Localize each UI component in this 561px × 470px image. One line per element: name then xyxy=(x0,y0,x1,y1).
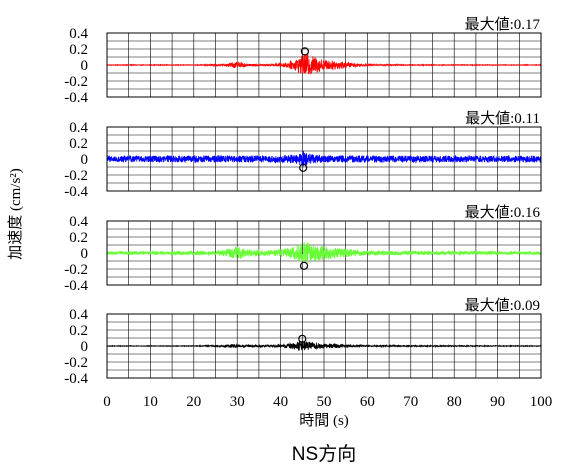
max-value-label: 最大値:0.17 xyxy=(465,16,541,33)
max-value-label: 最大値:0.16 xyxy=(465,204,541,221)
waveform-series xyxy=(106,340,542,351)
y-tick-label: -0.4 xyxy=(64,278,88,294)
plot-frame xyxy=(106,313,542,379)
y-tick-label: -0.2 xyxy=(64,168,88,184)
y-tick-label: 0 xyxy=(81,246,89,262)
plot-frame xyxy=(106,220,542,286)
max-value-label: 最大値:0.11 xyxy=(465,110,540,127)
plot-frame xyxy=(106,126,542,192)
y-tick-label: 0.2 xyxy=(69,42,88,58)
y-tick-label: -0.2 xyxy=(64,355,88,371)
y-tick-label: 0.4 xyxy=(69,307,88,323)
y-tick-label: 0 xyxy=(81,58,89,74)
y-tick-label: 0.4 xyxy=(69,26,88,42)
x-tick-label: 80 xyxy=(447,394,462,410)
y-tick-label: 0.2 xyxy=(69,323,88,339)
panel-3: 0.40.20-0.2-0.4 最大値:0.16 xyxy=(64,204,542,294)
panel-4: 0.40.20-0.2-0.4 最大値:0.09 xyxy=(64,297,542,387)
y-tick-label: -0.2 xyxy=(64,262,88,278)
x-tick-label: 100 xyxy=(530,394,553,410)
x-axis-label: 時間 (s) xyxy=(299,412,349,429)
x-tick-labels: 0 10 20 30 40 50 60 70 80 90 100 xyxy=(103,394,552,410)
waveform-series xyxy=(106,242,542,264)
y-tick-label: 0.2 xyxy=(69,230,88,246)
y-tick-label: 0 xyxy=(81,152,89,168)
x-tick-label: 40 xyxy=(273,394,288,410)
y-axis-label: 加速度 (cm/s²) xyxy=(7,168,24,260)
max-marker xyxy=(299,261,309,270)
y-tick-label: -0.4 xyxy=(64,371,88,387)
x-tick-label: 0 xyxy=(103,394,111,410)
x-tick-label: 90 xyxy=(490,394,505,410)
panel-2: 0.40.20-0.2-0.4 最大値:0.11 xyxy=(64,110,542,200)
y-tick-label: 0.2 xyxy=(69,136,88,152)
x-tick-label: 60 xyxy=(360,394,375,410)
panels: 0.40.20-0.2-0.4最大値:0.170.40.20-0.2-0.4最大… xyxy=(64,16,542,387)
x-tick-label: 30 xyxy=(230,394,245,410)
max-value-label: 最大値:0.09 xyxy=(465,297,540,314)
x-tick-label: 20 xyxy=(186,394,201,410)
waveform-series xyxy=(106,53,542,75)
y-tick-label: -0.4 xyxy=(64,90,88,106)
x-tick-label: 10 xyxy=(143,394,158,410)
y-tick-label: 0 xyxy=(81,339,89,355)
y-tick-label: 0.4 xyxy=(69,120,88,136)
panel-1: 0.40.20-0.2-0.4 最大値:0.17 xyxy=(64,16,542,106)
y-tick-label: -0.4 xyxy=(64,184,88,200)
waveform-series xyxy=(106,150,542,167)
max-marker xyxy=(300,47,310,56)
plot-frame xyxy=(106,32,542,98)
max-marker xyxy=(298,334,307,343)
page-title: NS方向 xyxy=(292,443,356,465)
y-tick-label: 0.4 xyxy=(69,214,88,230)
x-tick-label: 50 xyxy=(317,394,332,410)
x-tick-label: 70 xyxy=(403,394,418,410)
max-marker xyxy=(299,163,308,172)
y-tick-label: -0.2 xyxy=(64,74,88,90)
